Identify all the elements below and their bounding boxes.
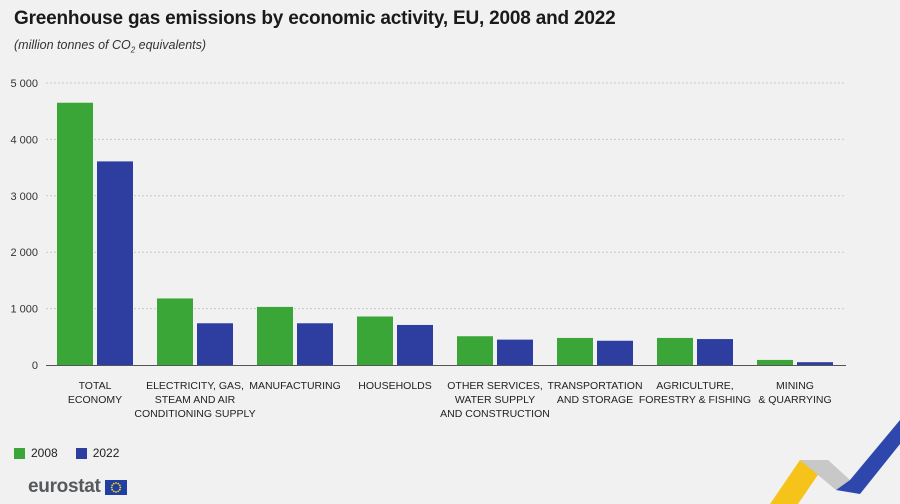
legend-swatch [14, 447, 25, 459]
y-tick-label: 4 000 [10, 134, 38, 146]
legend-item-2008: 2008 [14, 446, 58, 460]
bar-2008-0 [57, 102, 93, 366]
eurostat-logo: eurostat [28, 476, 127, 498]
x-tick-label: ELECTRICITY, GAS, [146, 380, 244, 392]
y-tick-label: 3 000 [10, 191, 38, 203]
y-tick-label: 5 000 [10, 78, 38, 90]
x-tick-label: CONDITIONING SUPPLY [134, 408, 255, 420]
subtitle-text-end: equivalents) [135, 38, 207, 52]
bar-2008-4 [457, 336, 493, 365]
x-tick-label: WATER SUPPLY [455, 394, 535, 406]
grid-lines [46, 82, 846, 310]
legend-label: 2008 [31, 446, 58, 460]
decorative-swoosh [770, 420, 900, 504]
legend-swatch [75, 447, 87, 459]
bar-2008-2 [257, 306, 293, 365]
bar-2022-6 [697, 339, 733, 365]
bar-chart: 0 1 000 2 000 3 000 4 000 5 000 TOTAL ECONOMY E… [10, 78, 846, 420]
y-tick-label: 1 000 [10, 304, 38, 316]
y-axis-ticks: 0 1 000 2 000 3 000 4 000 5 000 [10, 78, 38, 372]
x-tick-label: STEAM AND AIR [155, 394, 236, 406]
bar-2008-6 [657, 337, 693, 365]
bar-2022-2 [297, 323, 333, 365]
x-tick-label: MINING [776, 380, 814, 392]
eu-flag-icon [104, 479, 127, 495]
x-tick-label: & QUARRYING [758, 394, 831, 406]
subtitle-subscript: 2 [130, 45, 136, 55]
x-tick-label: AND CONSTRUCTION [440, 408, 550, 420]
x-tick-label: TRANSPORTATION [547, 380, 642, 392]
logo-text: eurostat [28, 476, 101, 497]
y-tick-label: 0 [32, 360, 38, 372]
subtitle-text: (million tonnes of CO [14, 38, 131, 52]
x-tick-label: AND STORAGE [557, 394, 633, 406]
bar-2022-3 [397, 324, 433, 365]
x-tick-label: MANUFACTURING [249, 380, 341, 392]
x-axis-labels: TOTAL ECONOMY ELECTRICITY, GAS, STEAM AND A… [68, 380, 832, 420]
bar-2022-0 [97, 161, 133, 365]
x-tick-label: TOTAL [79, 380, 112, 392]
chart-title: Greenhouse gas emissions by economic act… [14, 8, 616, 29]
x-tick-label: FORESTRY & FISHING [639, 394, 751, 406]
legend: 2008 2022 [14, 446, 137, 460]
y-tick-label: 2 000 [10, 247, 38, 259]
legend-item-2022: 2022 [75, 446, 120, 460]
bar-2022-7 [797, 362, 833, 365]
chart-subtitle: (million tonnes of CO2 equivalents) [14, 38, 206, 55]
bar-2008-5 [557, 337, 593, 365]
bar-2022-4 [497, 339, 533, 365]
bar-2008-7 [757, 359, 793, 365]
x-tick-label: OTHER SERVICES, [447, 380, 543, 392]
bars [57, 102, 833, 366]
bar-2022-1 [197, 323, 233, 365]
bar-2022-5 [597, 340, 633, 365]
x-tick-label: ECONOMY [68, 394, 122, 406]
legend-label: 2022 [92, 446, 120, 460]
x-tick-label: HOUSEHOLDS [358, 380, 432, 392]
bar-2008-3 [357, 316, 393, 365]
bar-2008-1 [157, 298, 193, 365]
x-tick-label: AGRICULTURE, [656, 380, 733, 392]
